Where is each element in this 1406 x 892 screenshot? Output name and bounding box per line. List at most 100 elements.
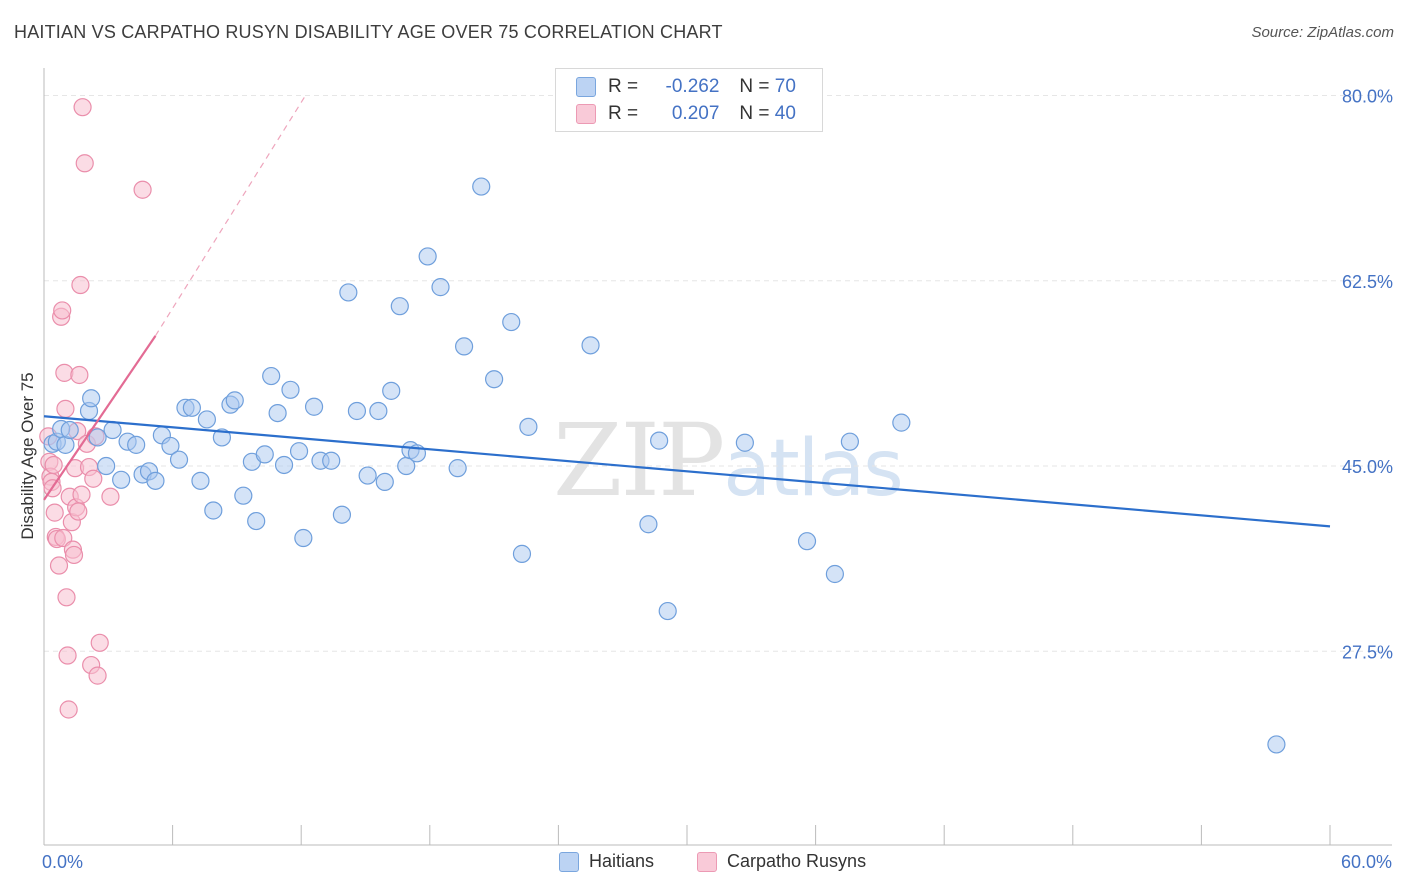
rusyn-point-14 xyxy=(56,399,75,418)
haitian-point-60 xyxy=(581,336,600,355)
haitian-point-37 xyxy=(304,397,324,416)
rusyn-point-16 xyxy=(58,646,77,665)
legend-row-haitians: R = -0.262 N = 70 xyxy=(576,74,796,100)
rusyn-point-17 xyxy=(59,700,78,719)
legend-row-carpatho-rusyns: R = 0.207 N = 40 xyxy=(576,101,796,127)
haitian-point-20 xyxy=(182,398,201,417)
haitian-point-31 xyxy=(262,366,281,386)
haitian-point-10 xyxy=(112,470,131,489)
haitian-point-23 xyxy=(204,501,223,520)
rusyn-point-11 xyxy=(53,301,72,320)
haitian-point-33 xyxy=(274,455,294,475)
haitian-point-51 xyxy=(418,247,437,266)
haitian-point-29 xyxy=(247,511,266,531)
haitian-legend-swatch xyxy=(559,851,579,872)
rusyn-point-13 xyxy=(55,363,74,382)
haitian-point-40 xyxy=(332,505,352,524)
grid-layer xyxy=(44,95,1392,652)
y-tick-label-1: 45.0% xyxy=(1342,457,1393,477)
haitian-point-15 xyxy=(146,471,165,490)
y-axis-label: Disability Age Over 75 xyxy=(18,372,37,540)
legend-n-label: N = xyxy=(739,103,770,124)
x-tick-label-min: 0.0% xyxy=(42,852,84,872)
haitian-point-41 xyxy=(339,283,358,302)
haitian-point-61 xyxy=(639,515,658,534)
haitian-point-56 xyxy=(485,370,504,389)
haitian-point-55 xyxy=(472,177,491,196)
haitian-point-57 xyxy=(502,312,521,332)
rusyn-point-29 xyxy=(73,98,92,117)
watermark-zip: ZIP xyxy=(553,402,725,519)
haitian-point-24 xyxy=(212,428,231,447)
haitian-point-17 xyxy=(161,436,180,456)
rusyn-trend-line xyxy=(43,335,157,501)
y-tick-label-2: 62.5% xyxy=(1342,272,1393,292)
rusyn-point-37 xyxy=(90,633,109,652)
rusyn-point-30 xyxy=(75,154,94,173)
haitian-point-34 xyxy=(281,380,300,399)
rusyn-point-39 xyxy=(133,180,152,199)
legend-n-value: 40 xyxy=(774,103,796,124)
haitian-point-22 xyxy=(197,410,216,429)
haitian-point-63 xyxy=(658,601,677,621)
rusyn-point-12 xyxy=(54,528,73,548)
haitian-point-7 xyxy=(88,428,107,447)
haitian-point-35 xyxy=(289,442,309,461)
haitian-point-43 xyxy=(358,466,377,485)
rusyn-point-6 xyxy=(45,503,64,522)
rusyn-point-38 xyxy=(101,487,120,506)
series-legend-carpatho-rusyns-label: Carpatho Rusyns xyxy=(727,851,867,871)
haitian-point-59 xyxy=(519,417,538,436)
haitian-point-30 xyxy=(255,445,274,464)
haitian-point-67 xyxy=(840,432,859,451)
haitian-point-32 xyxy=(268,403,287,423)
haitian-point-68 xyxy=(892,413,911,432)
haitian-point-8 xyxy=(97,456,116,476)
x-tick-label-max: 60.0% xyxy=(1340,852,1392,872)
watermark: ZIPatlas xyxy=(553,402,904,519)
haitian-points xyxy=(43,177,1286,754)
legend-n-label: N = xyxy=(739,76,770,97)
haitian-point-9 xyxy=(103,420,122,440)
carpatho-rusyn-points xyxy=(39,98,152,719)
haitian-point-39 xyxy=(322,451,341,470)
rusyn-legend-swatch xyxy=(697,851,717,872)
rusyn-point-27 xyxy=(71,275,90,295)
legend-r-value: -0.262 xyxy=(665,76,720,97)
haitian-point-27 xyxy=(234,486,253,505)
rusyn-point-25 xyxy=(69,502,88,521)
haitian-point-52 xyxy=(431,278,450,297)
legend-r-value: 0.207 xyxy=(671,103,720,124)
legend-r-label: R = xyxy=(608,103,639,124)
y-tick-labels: 27.5% 45.0% 62.5% 80.0% xyxy=(1342,87,1393,663)
haitian-point-62 xyxy=(650,431,669,450)
haitian-point-69 xyxy=(1267,735,1286,754)
haitian-point-45 xyxy=(375,472,394,492)
watermark-atlas: atlas xyxy=(723,424,903,514)
rusyn-point-15 xyxy=(57,588,76,607)
chart-title: HAITIAN VS CARPATHO RUSYN DISABILITY AGE… xyxy=(14,22,723,42)
haitian-point-6 xyxy=(82,389,101,408)
rusyn-point-28 xyxy=(72,485,91,504)
y-tick-label-0: 27.5% xyxy=(1342,642,1393,662)
rusyn-point-26 xyxy=(70,365,89,385)
haitian-point-4 xyxy=(60,420,79,440)
rusyn-trend-extension xyxy=(154,95,306,337)
haitian-point-18 xyxy=(169,450,189,469)
haitian-point-66 xyxy=(825,564,844,584)
series-legend: Haitians Carpatho Rusyns xyxy=(0,851,1406,879)
haitian-point-47 xyxy=(390,297,409,316)
haitian-point-42 xyxy=(347,401,367,421)
series-legend-carpatho-rusyns: Carpatho Rusyns xyxy=(697,851,866,872)
chart-source: Source: ZipAtlas.com xyxy=(1251,24,1394,41)
haitian-trend-line xyxy=(43,415,1331,528)
series-legend-haitians: Haitians xyxy=(559,851,654,872)
haitian-point-46 xyxy=(382,381,401,400)
haitian-point-58 xyxy=(512,544,532,563)
series-legend-haitians-label: Haitians xyxy=(589,851,655,871)
haitian-point-26 xyxy=(225,391,244,410)
haitian-point-54 xyxy=(454,337,474,356)
trend-layer xyxy=(43,95,1331,528)
y-tick-label-3: 80.0% xyxy=(1342,87,1393,107)
